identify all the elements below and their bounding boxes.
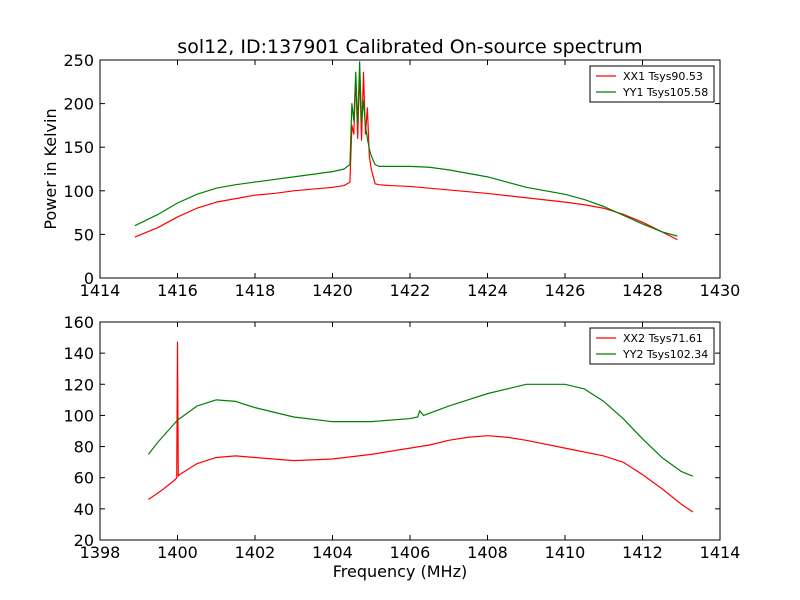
x-tick-label: 1420 (312, 281, 353, 300)
y-tick-label: 160 (63, 313, 94, 332)
y-tick-label: 0 (84, 269, 94, 288)
legend-entry: XX1 Tsys90.53 (623, 70, 703, 83)
y-tick-label: 40 (74, 500, 94, 519)
y-tick-label: 140 (63, 344, 94, 363)
series-line-2 (134, 61, 678, 237)
legend: XX2 Tsys71.61 YY2 Tsys102.34 (589, 327, 715, 365)
x-tick-label: 1408 (467, 543, 508, 562)
series-line-1 (148, 341, 694, 513)
x-tick-label: 1426 (545, 281, 586, 300)
x-tick-label: 1422 (390, 281, 431, 300)
y-tick-label: 20 (74, 531, 94, 550)
y-tick-label: 150 (63, 138, 94, 157)
x-tick-label: 1402 (235, 543, 276, 562)
x-tick-label: 1418 (235, 281, 276, 300)
series-line-2 (147, 383, 694, 477)
y-tick-label: 60 (74, 469, 94, 488)
y-tick-label: 50 (74, 225, 94, 244)
figure-title: sol12, ID:137901 Calibrated On-source sp… (177, 36, 642, 58)
y-tick-label: 200 (63, 95, 94, 114)
x-tick-label: 1406 (390, 543, 431, 562)
x-tick-label: 1424 (467, 281, 508, 300)
x-tick-label: 1416 (157, 281, 198, 300)
legend-entry: YY2 Tsys102.34 (622, 348, 708, 361)
y-axis-label: Power in Kelvin (41, 108, 60, 229)
y-tick-label: 80 (74, 438, 94, 457)
x-tick-label: 1430 (700, 281, 741, 300)
y-tick-label: 120 (63, 375, 94, 394)
x-tick-label: 1412 (622, 543, 663, 562)
lower-panel: 1398 1400 1402 1404 1406 1408 1410 1412 1414 20 40… (63, 313, 740, 581)
legend-entry: XX2 Tsys71.61 (623, 332, 703, 345)
x-tick-label: 1404 (312, 543, 353, 562)
legend-box (589, 65, 715, 103)
x-tick-label: 1428 (622, 281, 663, 300)
x-tick-label: 1414 (700, 543, 741, 562)
x-tick-label: 1400 (157, 543, 198, 562)
upper-panel: 1414 1416 1418 1420 1422 1424 1426 1428 1430 0 50 1… (41, 51, 740, 300)
y-tick-label: 250 (63, 51, 94, 70)
x-tick-label: 1398 (80, 543, 121, 562)
y-tick-label: 100 (63, 182, 94, 201)
legend-entry: YY1 Tsys105.58 (622, 86, 708, 99)
x-axis-label: Frequency (MHz) (333, 562, 467, 581)
legend-box (589, 327, 715, 365)
legend: XX1 Tsys90.53 YY1 Tsys105.58 (589, 65, 715, 103)
x-tick-label: 1414 (80, 281, 121, 300)
x-tick-label: 1410 (545, 543, 586, 562)
y-tick-label: 100 (63, 406, 94, 425)
